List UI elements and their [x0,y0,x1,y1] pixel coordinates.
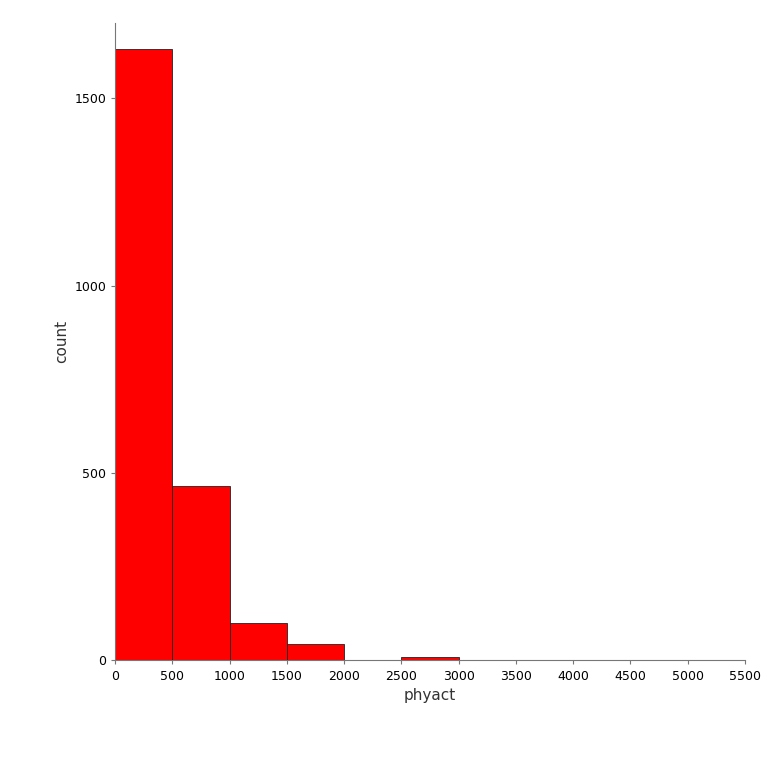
Bar [115,49,173,660]
Bar [287,644,344,660]
Bar [230,623,287,660]
Bar [402,657,458,660]
X-axis label: phyact: phyact [404,688,456,703]
Y-axis label: count: count [54,320,69,363]
Bar [173,486,230,660]
